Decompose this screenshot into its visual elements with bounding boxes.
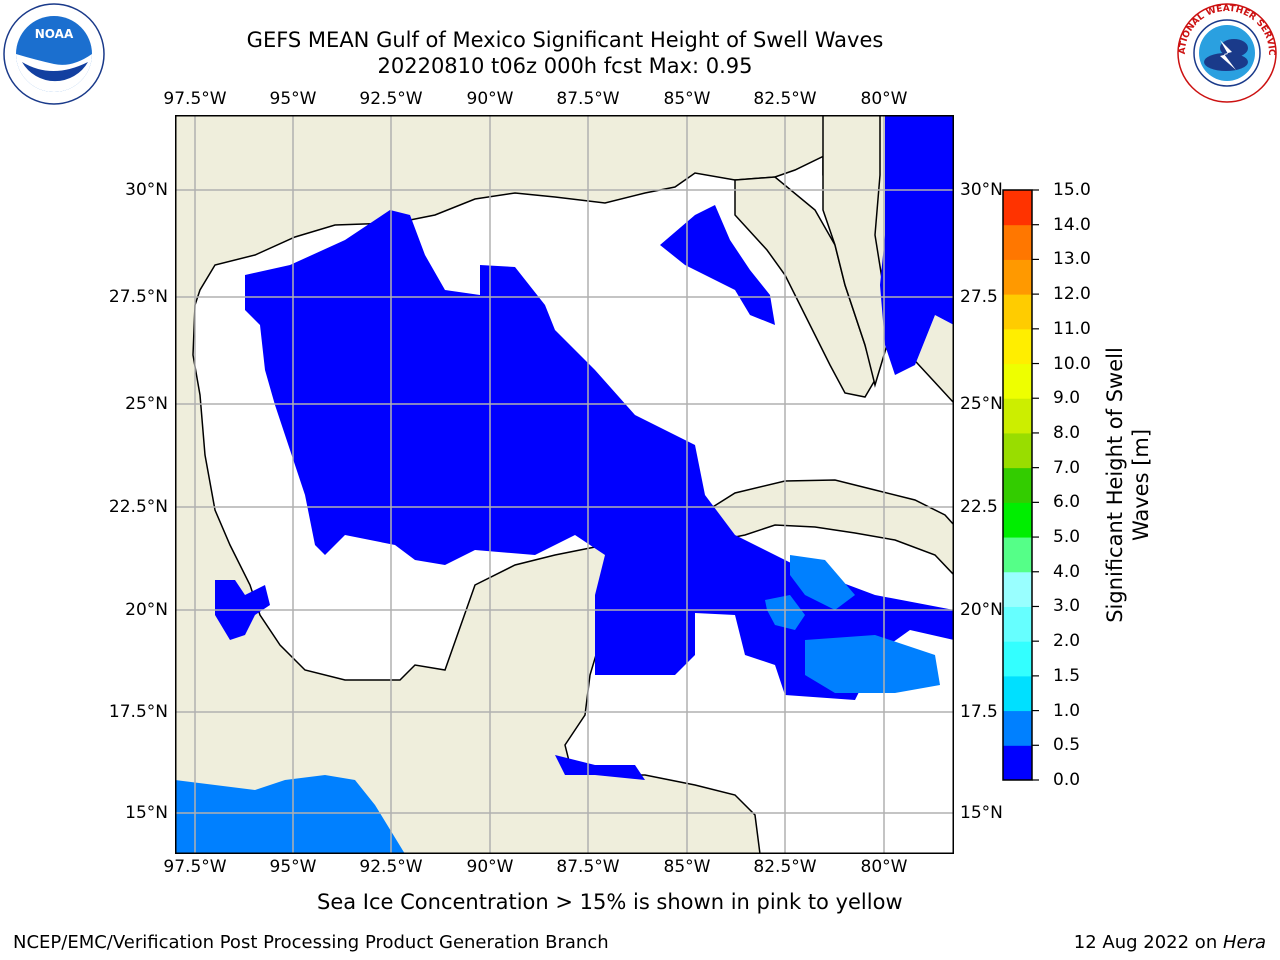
southeast-us-land [822, 115, 888, 388]
lon-label-top: 87.5°W [556, 89, 620, 109]
colorbar-tick-label: 8.0 [1053, 422, 1081, 443]
noaa-logo: NOAA [3, 3, 105, 105]
florida-land [734, 176, 876, 398]
lat-label-right: 22.5 [960, 497, 998, 517]
colorbar-segment [1003, 224, 1032, 260]
colorbar-frame [1002, 189, 1033, 781]
colorbar-tick-label: 6.0 [1053, 492, 1081, 513]
swell-region-florida-west [660, 205, 775, 325]
noaa-logo-text: NOAA [35, 27, 74, 41]
colorbar-label: Significant Height of Swell Waves [m] [1102, 347, 1154, 623]
colorbar-segment [1003, 745, 1032, 781]
footer-machine: Hera [1222, 932, 1266, 953]
colorbar-segment [1003, 710, 1032, 746]
colorbar-tick-label: 1.5 [1053, 665, 1081, 686]
lon-label-bottom: 82.5°W [753, 857, 817, 877]
colorbar-tick-label: 5.0 [1053, 527, 1081, 548]
colorbar-tick-label: 0.0 [1053, 770, 1081, 790]
colorbar-tick-label: 12.0 [1053, 284, 1091, 305]
lat-label-right: 30°N [960, 180, 1003, 200]
lat-label-right: 20°N [960, 600, 1003, 620]
colorbar-segment [1003, 190, 1032, 226]
title-line-2: 20220810 t06z 000h fcst Max: 0.95 [377, 54, 753, 78]
lat-label-left: 17.5°N [108, 702, 168, 722]
chart-title: GEFS MEAN Gulf of Mexico Significant Hei… [0, 27, 1130, 79]
colorbar-tick-label: 14.0 [1053, 214, 1091, 235]
graticule [175, 115, 954, 854]
lat-label-left: 15°N [125, 803, 168, 823]
colorbar-segment [1003, 641, 1032, 677]
nws-logo: NATIONAL WEATHER SERVICE [1176, 2, 1277, 103]
colorbar-tick-label: 4.0 [1053, 561, 1081, 582]
colorbar-label-line-2: Waves [m] [1129, 428, 1153, 542]
colorbar-segment [1003, 502, 1032, 538]
swell-region-central-gulf [245, 210, 954, 700]
lon-label-top: 85°W [663, 89, 711, 109]
lon-label-top: 92.5°W [359, 89, 423, 109]
colorbar-tick-label: 9.0 [1053, 388, 1081, 409]
footer-date-text: 12 Aug 2022 on [1073, 932, 1223, 953]
lat-label-right: 17.5 [960, 702, 998, 722]
colorbar-segment [1003, 328, 1032, 365]
lon-label-bottom: 80°W [860, 857, 908, 877]
colorbar-tick-label: 13.0 [1053, 249, 1091, 270]
cuba-land [699, 479, 954, 577]
title-line-1: GEFS MEAN Gulf of Mexico Significant Hei… [246, 28, 884, 52]
colorbar-segment [1003, 467, 1032, 503]
lat-label-left: 27.5°N [108, 287, 168, 307]
map-panel [175, 115, 954, 854]
lon-label-top: 95°W [269, 89, 317, 109]
colorbar-segment [1003, 432, 1032, 469]
lat-label-right: 15°N [960, 803, 1003, 823]
colorbar-segment [1003, 606, 1032, 642]
lon-label-top: 97.5°W [163, 89, 227, 109]
land-areas [175, 115, 954, 854]
colorbar-tick-label: 10.0 [1053, 353, 1091, 374]
colorbar-tick-label: 2.0 [1053, 631, 1081, 652]
colorbar-tick-label: 7.0 [1053, 457, 1081, 478]
colorbar-tick-label: 11.0 [1053, 318, 1091, 339]
lon-label-top: 80°W [860, 89, 908, 109]
swell-region-east [880, 115, 954, 375]
colorbar-tick-label: 1.0 [1053, 700, 1081, 721]
lat-label-right: 25°N [960, 394, 1003, 414]
lon-label-bottom: 87.5°W [556, 857, 620, 877]
colorbar [1002, 189, 1039, 781]
lon-label-bottom: 90°W [466, 857, 514, 877]
lon-label-bottom: 97.5°W [163, 857, 227, 877]
colorbar-segment [1003, 294, 1032, 330]
swell-region-caribbean-light [765, 555, 940, 693]
colorbar-tick-label: 3.0 [1053, 596, 1081, 617]
lon-label-top: 90°W [466, 89, 514, 109]
lon-label-bottom: 95°W [269, 857, 317, 877]
lon-label-bottom: 92.5°W [359, 857, 423, 877]
lat-label-left: 25°N [125, 394, 168, 414]
lat-label-left: 20°N [125, 600, 168, 620]
colorbar-segment [1003, 571, 1032, 607]
colorbar-segment [1003, 675, 1032, 712]
colorbar-segment [1003, 363, 1032, 399]
swell-region-pacific [175, 775, 405, 854]
footer-date: 12 Aug 2022 on Hera [1074, 932, 1266, 953]
lat-label-right: 27.5 [960, 287, 998, 307]
swell-field [175, 115, 954, 854]
colorbar-tick-label: 0.5 [1053, 735, 1081, 756]
lon-label-bottom: 85°W [663, 857, 711, 877]
colorbar-segment [1003, 537, 1032, 573]
colorbar-segment [1003, 398, 1032, 434]
colorbar-tick-label: 15.0 [1053, 180, 1091, 200]
lat-label-left: 30°N [125, 180, 168, 200]
colorbar-segment [1003, 259, 1032, 295]
swell-region-caribbean-south [555, 755, 645, 780]
lat-label-left: 22.5°N [108, 497, 168, 517]
lon-label-top: 82.5°W [753, 89, 817, 109]
footer-branch: NCEP/EMC/Verification Post Processing Pr… [13, 932, 609, 953]
colorbar-label-line-1: Significant Height of Swell [1103, 347, 1127, 623]
gulf-coast-land [175, 115, 836, 854]
sea-ice-note: Sea Ice Concentration > 15% is shown in … [317, 890, 903, 914]
